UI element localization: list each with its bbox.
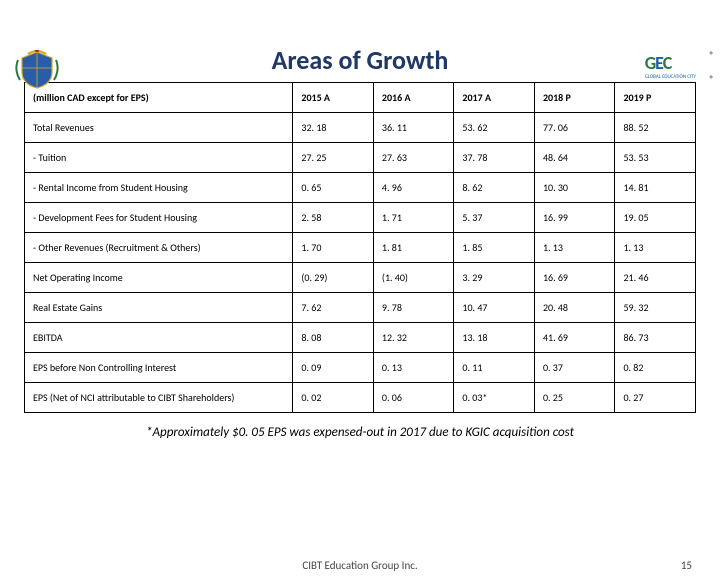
cell-value: 53. 53 [615, 143, 696, 173]
cell-value: 5. 37 [454, 203, 535, 233]
table-row: Real Estate Gains7. 629. 7810. 4720. 485… [25, 293, 696, 323]
cell-value: 1. 85 [454, 233, 535, 263]
cell-value: 0. 11 [454, 353, 535, 383]
cell-value: 1. 13 [615, 233, 696, 263]
row-label: - Tuition [25, 143, 293, 173]
cell-value: 0. 02 [293, 383, 374, 413]
cell-value: 59. 32 [615, 293, 696, 323]
footer-company: CIBT Education Group Inc. [0, 559, 720, 572]
table-row: Net Operating Income(0. 29)(1. 40)3. 291… [25, 263, 696, 293]
row-label: EPS before Non Controlling Interest [25, 353, 293, 383]
table-row: EPS before Non Controlling Interest0. 09… [25, 353, 696, 383]
cell-value: 27. 63 [373, 143, 454, 173]
cell-value: 2. 58 [293, 203, 374, 233]
cell-value: 77. 06 [534, 113, 615, 143]
financial-table: (million CAD except for EPS) 2015 A 2016… [24, 82, 696, 413]
cell-value: 0. 65 [293, 173, 374, 203]
row-label: Real Estate Gains [25, 293, 293, 323]
table-row: EPS (Net of NCI attributable to CIBT Sha… [25, 383, 696, 413]
cell-value: 88. 52 [615, 113, 696, 143]
cell-value: 41. 69 [534, 323, 615, 353]
cell-value: 3. 29 [454, 263, 535, 293]
table-row: EBITDA8. 0812. 3213. 1841. 6986. 73 [25, 323, 696, 353]
cell-value: 32. 18 [293, 113, 374, 143]
crest-logo [12, 50, 62, 90]
cell-value: 86. 73 [615, 323, 696, 353]
cell-value: 10. 30 [534, 173, 615, 203]
cell-value: 10. 47 [454, 293, 535, 323]
cell-value: (1. 40) [373, 263, 454, 293]
table-row: - Rental Income from Student Housing0. 6… [25, 173, 696, 203]
row-label: - Rental Income from Student Housing [25, 173, 293, 203]
row-label: - Other Revenues (Recruitment & Others) [25, 233, 293, 263]
footer: CIBT Education Group Inc. 15 [0, 559, 720, 572]
cell-value: 27. 25 [293, 143, 374, 173]
cell-value: 53. 62 [454, 113, 535, 143]
cell-value: 0. 27 [615, 383, 696, 413]
cell-value: 9. 78 [373, 293, 454, 323]
cell-value: 1. 71 [373, 203, 454, 233]
page-number: 15 [681, 559, 692, 572]
row-label: EPS (Net of NCI attributable to CIBT Sha… [25, 383, 293, 413]
cell-value: 16. 99 [534, 203, 615, 233]
table-row: - Development Fees for Student Housing2.… [25, 203, 696, 233]
cell-value: 0. 06 [373, 383, 454, 413]
cell-value: 0. 25 [534, 383, 615, 413]
cell-value: 20. 48 [534, 293, 615, 323]
cell-value: 1. 70 [293, 233, 374, 263]
cell-value: 0. 82 [615, 353, 696, 383]
cell-value: 19. 05 [615, 203, 696, 233]
cell-value: 1. 81 [373, 233, 454, 263]
row-label: - Development Fees for Student Housing [25, 203, 293, 233]
cell-value: 1. 13 [534, 233, 615, 263]
cell-value: 0. 13 [373, 353, 454, 383]
cell-value: 0. 03* [454, 383, 535, 413]
cell-value: 48. 64 [534, 143, 615, 173]
cell-value: 37. 78 [454, 143, 535, 173]
cell-value: 0. 09 [293, 353, 374, 383]
table-row: Total Revenues32. 1836. 1153. 6277. 0688… [25, 113, 696, 143]
footnote: *Approximately $0. 05 EPS was expensed-o… [0, 425, 720, 440]
registered-mark: ® [709, 50, 714, 61]
table-row: - Other Revenues (Recruitment & Others)1… [25, 233, 696, 263]
registered-mark: ® [709, 74, 714, 85]
cell-value: (0. 29) [293, 263, 374, 293]
header-logos: GEC GLOBAL EDUCATION CITY ® ® [0, 48, 720, 92]
cell-value: 16. 69 [534, 263, 615, 293]
cell-value: 0. 37 [534, 353, 615, 383]
cell-value: 36. 11 [373, 113, 454, 143]
row-label: Net Operating Income [25, 263, 293, 293]
row-label: EBITDA [25, 323, 293, 353]
cell-value: 21. 46 [615, 263, 696, 293]
cell-value: 12. 32 [373, 323, 454, 353]
cell-value: 8. 62 [454, 173, 535, 203]
gec-logo: GEC GLOBAL EDUCATION CITY [645, 52, 696, 80]
cell-value: 4. 96 [373, 173, 454, 203]
row-label: Total Revenues [25, 113, 293, 143]
cell-value: 7. 62 [293, 293, 374, 323]
table-row: - Tuition27. 2527. 6337. 7848. 6453. 53 [25, 143, 696, 173]
cell-value: 14. 81 [615, 173, 696, 203]
cell-value: 13. 18 [454, 323, 535, 353]
cell-value: 8. 08 [293, 323, 374, 353]
